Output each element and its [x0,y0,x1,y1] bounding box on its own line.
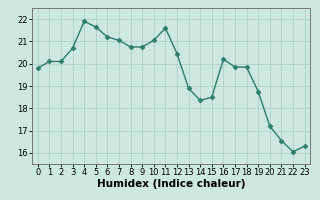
X-axis label: Humidex (Indice chaleur): Humidex (Indice chaleur) [97,179,245,189]
